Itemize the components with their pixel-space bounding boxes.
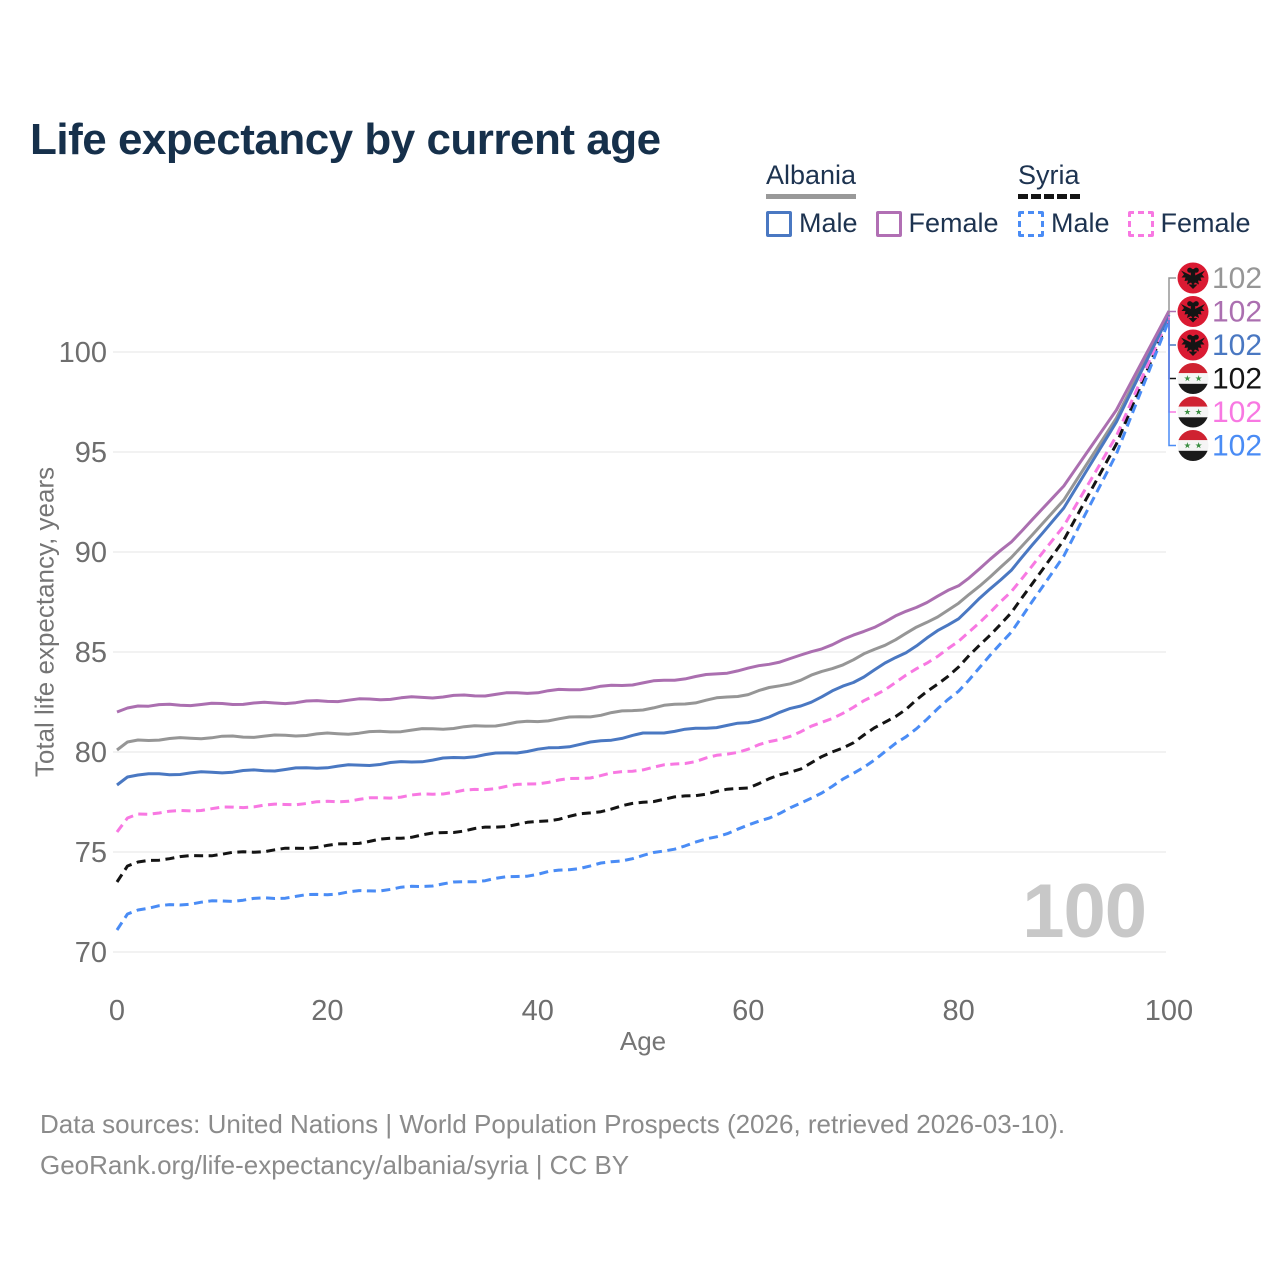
y-tick-label: 85: [75, 637, 107, 669]
y-tick-label: 100: [59, 337, 107, 369]
syria-female-swatch: [1127, 210, 1154, 237]
leader-line: [1168, 320, 1176, 447]
legend-country-albania[interactable]: Albania: [766, 160, 857, 199]
legend-label-syria-male: Male: [1051, 208, 1110, 238]
page-title: Life expectancy by current age: [30, 115, 661, 165]
y-tick-label: 70: [75, 937, 107, 969]
y-tick-label: 75: [75, 837, 107, 869]
series-end-label-syria-both: 102: [1212, 363, 1262, 396]
series-end-label-albania-male: 102: [1212, 329, 1262, 362]
legend-group-syria: Syria Male Female: [1018, 160, 1251, 239]
leader-line: [1168, 315, 1176, 346]
syria-flag-icon: [1177, 396, 1209, 428]
albania-flag-icon: [1177, 296, 1209, 327]
series-line-albania-both[interactable]: [116, 312, 1171, 752]
legend-group-albania: Albania Male Female: [766, 160, 999, 239]
leader-line: [1168, 310, 1176, 313]
syria-flag-icon: [1177, 363, 1209, 394]
series-line-albania-female[interactable]: [116, 310, 1171, 714]
footer-attribution: GeoRank.org/life-expectancy/albania/syri…: [40, 1150, 630, 1180]
legend-item-albania-female[interactable]: Female: [875, 208, 999, 239]
series-end-label-syria-female: 102: [1212, 396, 1262, 429]
albania-male-swatch: [766, 210, 792, 237]
legend-item-syria-male[interactable]: Male: [1018, 208, 1110, 239]
leader-line: [1168, 277, 1176, 313]
x-tick-label: 100: [1145, 995, 1193, 1027]
x-tick-label: 20: [311, 995, 343, 1027]
footer-sources: Data sources: United Nations | World Pop…: [40, 1109, 1066, 1139]
hover-age-watermark: 100: [1022, 869, 1147, 954]
x-axis-title: Age: [619, 1026, 667, 1056]
x-tick-label: 60: [732, 995, 764, 1027]
legend-label-syria-female: Female: [1160, 208, 1251, 238]
legend-label-albania-male: Male: [799, 208, 858, 238]
legend-label-albania-female: Female: [908, 208, 999, 238]
series-end-label-albania-both: 102: [1212, 262, 1262, 295]
leader-line: [1168, 316, 1176, 413]
legend-row-syria: Male Female: [1018, 208, 1251, 239]
y-tick-label: 90: [75, 537, 107, 569]
series-line-syria-female[interactable]: [115, 315, 1171, 833]
x-tick-label: 0: [109, 995, 125, 1027]
series-line-albania-male[interactable]: [116, 314, 1171, 787]
y-axis-title: Total life expectancy, years: [29, 466, 60, 778]
syria-male-swatch: [1018, 210, 1044, 237]
series-end-label-syria-male: 102: [1212, 430, 1262, 463]
albania-flag-icon: [1177, 329, 1209, 361]
syria-flag-icon: [1177, 430, 1209, 461]
footer: Data sources: United Nations | World Pop…: [40, 1104, 1065, 1186]
albania-female-swatch: [875, 210, 902, 237]
y-tick-label: 95: [75, 437, 107, 469]
x-tick-label: 80: [942, 995, 974, 1027]
legend-item-syria-female[interactable]: Female: [1127, 208, 1251, 239]
x-tick-label: 40: [522, 995, 554, 1027]
legend-row-albania: Male Female: [766, 208, 999, 239]
legend-country-syria[interactable]: Syria: [1018, 160, 1080, 199]
y-tick-label: 80: [75, 737, 107, 769]
leader-line: [1168, 318, 1176, 380]
series-line-syria-both[interactable]: [115, 317, 1171, 883]
legend-item-albania-male[interactable]: Male: [766, 208, 858, 239]
albania-flag-icon: [1177, 262, 1209, 294]
series-line-syria-male[interactable]: [115, 319, 1171, 931]
series-end-label-albania-female: 102: [1212, 296, 1262, 329]
